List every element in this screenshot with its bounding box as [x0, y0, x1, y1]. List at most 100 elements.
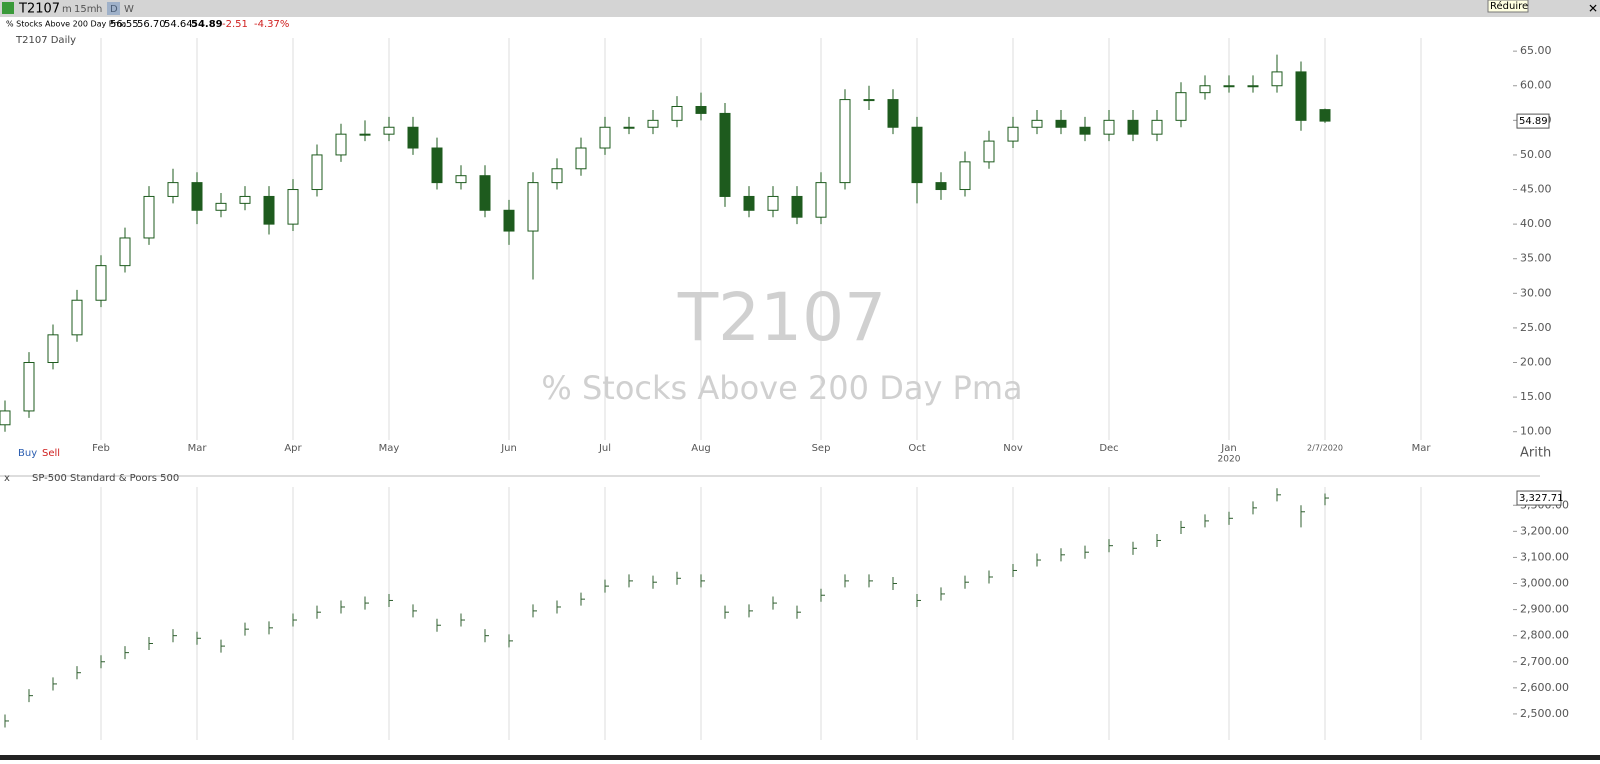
- y-tick-label: 2,800.00: [1520, 629, 1569, 642]
- x-tick-label: Jul: [598, 443, 611, 454]
- interval-button[interactable]: D: [110, 4, 118, 15]
- candle-body: [863, 99, 875, 102]
- candle-body: [1223, 85, 1235, 88]
- quote-value: 56.70: [137, 19, 166, 30]
- interval-active: [107, 2, 120, 15]
- tooltip: Réduire: [1490, 0, 1528, 12]
- toolbar: [0, 0, 1600, 17]
- interval-button[interactable]: W: [124, 4, 134, 15]
- y-tick-label: 45.00: [1520, 183, 1552, 196]
- candle-body: [503, 209, 515, 232]
- y-tick-label: 2,600.00: [1520, 681, 1569, 694]
- quote-value: 54.64: [164, 19, 193, 30]
- candle-body: [983, 140, 995, 163]
- candle-body: [119, 237, 131, 267]
- candle-body: [71, 299, 83, 336]
- candle-body: [47, 334, 59, 364]
- y-tick-label: 65.00: [1520, 44, 1552, 57]
- panel-title: T2107 Daily: [15, 35, 76, 46]
- last-value: 54.89: [1519, 116, 1548, 127]
- x-tick-label: Apr: [284, 443, 302, 454]
- candle-body: [911, 126, 923, 184]
- x-tick-label: Dec: [1099, 443, 1118, 454]
- last-value-box: [1516, 113, 1550, 129]
- candle-body: [1199, 85, 1211, 94]
- candle-body: [1079, 126, 1091, 135]
- candle-body: [1295, 71, 1307, 121]
- watermark: T2107: [677, 279, 886, 356]
- last-value-box: [1516, 490, 1562, 506]
- y-tick-label: 2,700.00: [1520, 655, 1569, 668]
- candle-body: [407, 126, 419, 149]
- bottom-bar: [0, 755, 1600, 760]
- y-tick-label: 35.00: [1520, 252, 1552, 265]
- candle-body: [695, 105, 707, 114]
- candle-body: [1319, 109, 1331, 122]
- y-tick-label: 20.00: [1520, 356, 1552, 369]
- candle-body: [1103, 119, 1115, 135]
- candle-body: [455, 175, 467, 184]
- tooltip-box: [1487, 0, 1529, 13]
- x-tick-label: Jan: [1220, 443, 1236, 454]
- symbol[interactable]: T2107: [18, 2, 60, 17]
- candle-body: [599, 126, 611, 149]
- candle-body: [839, 99, 851, 184]
- candle-body: [959, 161, 971, 191]
- candle-body: [887, 99, 899, 128]
- candle-body: [1031, 119, 1043, 128]
- candle-body: [191, 182, 203, 211]
- x-tick-label: Aug: [691, 443, 711, 454]
- y-tick-label: 25.00: [1520, 321, 1552, 334]
- x-tick-label: May: [379, 443, 400, 454]
- y-tick-label: 2,900.00: [1520, 603, 1569, 616]
- y-tick-label: 3,200.00: [1520, 524, 1569, 537]
- candle-body: [23, 362, 35, 412]
- candle-body: [743, 195, 755, 211]
- candle-body: [431, 147, 443, 184]
- candle-body: [551, 168, 563, 184]
- candle-body: [815, 182, 827, 218]
- candle-body: [311, 154, 323, 191]
- y-tick-label: 3,100.00: [1520, 550, 1569, 563]
- interval-button[interactable]: m: [62, 4, 72, 15]
- candle-body: [263, 195, 275, 225]
- x-tick-label: Mar: [188, 443, 208, 454]
- candle-body: [791, 195, 803, 218]
- candle-body: [383, 126, 395, 135]
- candle-body: [479, 175, 491, 211]
- add-button[interactable]: [2, 2, 14, 14]
- y-tick-label: 2,500.00: [1520, 707, 1569, 720]
- panel-title: SP-500 Standard & Poors 500: [32, 473, 179, 484]
- candle-body: [1007, 126, 1019, 142]
- candle-body: [671, 105, 683, 121]
- sell-button[interactable]: Sell: [42, 448, 60, 459]
- x-tick-label: Sep: [812, 443, 831, 454]
- candle-body: [1055, 119, 1067, 128]
- candle-body: [623, 126, 635, 129]
- candle-body: [167, 182, 179, 197]
- candle-body: [935, 182, 947, 191]
- candle-body: [95, 265, 107, 301]
- candle-body: [239, 195, 251, 204]
- last-value: 3,327.71: [1519, 493, 1564, 504]
- x-tick-label: Feb: [92, 443, 110, 454]
- header-name: % Stocks Above 200 Day Pma: [6, 20, 126, 29]
- interval-button[interactable]: 15m: [74, 4, 96, 15]
- quote-value: 56.55: [110, 19, 139, 30]
- x-tick-label: Nov: [1003, 443, 1023, 454]
- x-tick-label: Mar: [1412, 443, 1432, 454]
- x-tick-label: Oct: [908, 443, 925, 454]
- close-icon[interactable]: ✕: [1588, 2, 1598, 16]
- candle-body: [287, 189, 299, 225]
- quote-change: -2.51: [222, 19, 248, 30]
- candle-body: [1247, 85, 1259, 88]
- candle-body: [767, 195, 779, 211]
- candle-body: [1127, 119, 1139, 135]
- buy-button[interactable]: Buy: [18, 448, 37, 459]
- candle-body: [335, 133, 347, 156]
- candle-body: [1271, 71, 1283, 87]
- interval-button[interactable]: h: [96, 4, 102, 15]
- candle-body: [575, 147, 587, 170]
